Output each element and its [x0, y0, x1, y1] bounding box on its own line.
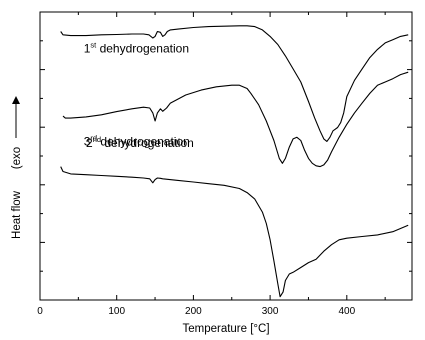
- annotation-2: 2nd dehydrogenation: [86, 135, 194, 150]
- y-axis-exo-note: (exo: [11, 147, 23, 169]
- x-tick-label: 0: [37, 306, 43, 317]
- y-axis-label: Heat flow: [11, 190, 23, 239]
- heat-flow-curves: [60, 25, 409, 298]
- x-tick-label: 200: [185, 306, 202, 317]
- y-axis-label-group: Heat flow (exo: [11, 96, 23, 239]
- dsc-curve-2: [62, 71, 409, 168]
- annotation-3: 3rd dehydrogenation: [84, 133, 190, 148]
- x-tick-label: 300: [262, 306, 279, 317]
- y-axis-ticks: [40, 40, 412, 272]
- dsc-curve-3: [60, 166, 409, 298]
- x-axis-ticks: 0 100 200 300 400: [37, 12, 386, 317]
- x-tick-label: 400: [338, 306, 355, 317]
- exo-arrow-icon: [12, 96, 20, 138]
- x-axis-label: Temperature [°C]: [182, 323, 269, 335]
- x-tick-label: 100: [108, 306, 125, 317]
- dsc-curve-1: [60, 25, 409, 142]
- curve-annotations: 1st dehydrogenation 2nd dehydrogenation3r…: [84, 41, 194, 150]
- annotation-1: 1st dehydrogenation: [84, 41, 189, 56]
